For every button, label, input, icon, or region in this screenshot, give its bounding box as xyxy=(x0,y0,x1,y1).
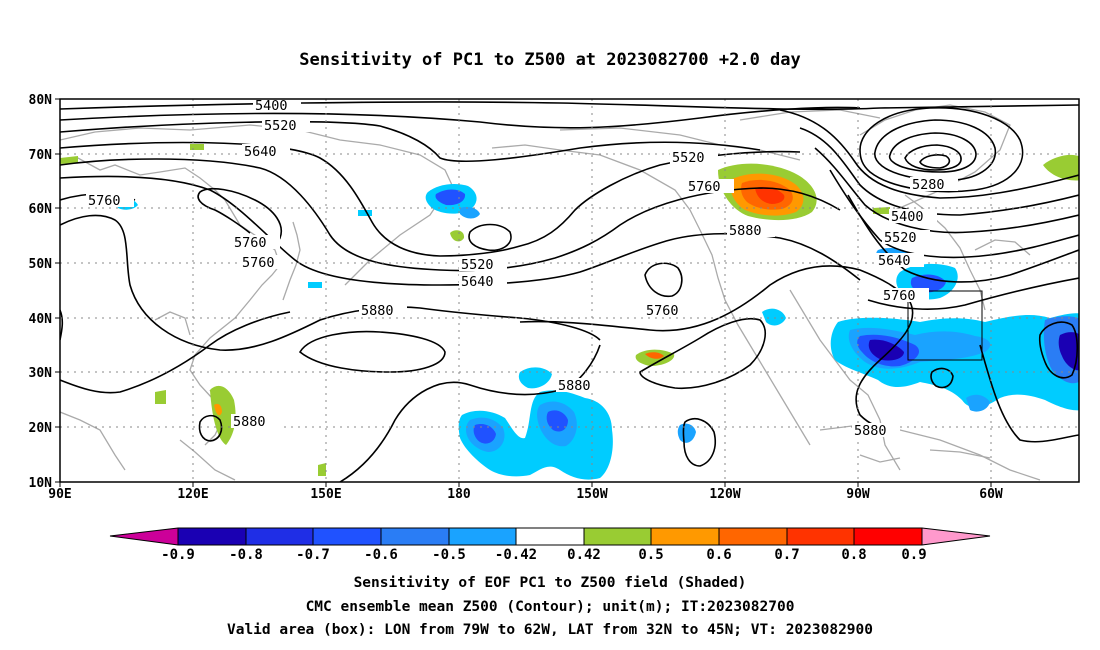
shade-negative-trop-north xyxy=(518,367,552,389)
colorbar-label: -0.7 xyxy=(296,547,330,563)
contour-label: 5880 xyxy=(233,414,266,430)
contour-label: 5640 xyxy=(878,253,911,269)
contour-label: 5760 xyxy=(234,235,267,251)
contour-label: 5640 xyxy=(244,144,277,160)
colorbar-seg xyxy=(922,528,990,545)
shade-positive-taiwan xyxy=(210,385,236,445)
shade-negative-spot xyxy=(677,423,696,443)
colorbar-label: 0.6 xyxy=(706,547,731,563)
contour-label: 5760 xyxy=(646,303,679,319)
shade-positive-west xyxy=(60,156,78,164)
contour-labels: 5400 5520 5640 5760 5760 5760 5880 5880 … xyxy=(86,98,958,439)
colorbar-seg xyxy=(110,528,178,545)
shade-positive-spot4 xyxy=(155,390,166,404)
colorbar-seg xyxy=(584,528,651,545)
contour-label: 5520 xyxy=(461,257,494,273)
lat-label: 30N xyxy=(29,366,53,381)
shade-negative-tropical-2core xyxy=(546,410,568,432)
contour-label: 5400 xyxy=(255,98,288,114)
graticule xyxy=(60,99,1079,482)
lon-label: 90E xyxy=(48,487,71,502)
lon-label: 120E xyxy=(177,487,208,502)
colorbar-label: 0.9 xyxy=(901,547,926,563)
valid-area-box xyxy=(907,290,983,361)
lat-label: 10N xyxy=(29,476,53,491)
caption-shaded: Sensitivity of EOF PC1 to Z500 field (Sh… xyxy=(353,575,747,591)
shade-negative-bering2 xyxy=(460,206,480,219)
colorbar-seg xyxy=(178,528,246,545)
contour-label: 5880 xyxy=(558,378,591,394)
colorbar-seg xyxy=(854,528,922,545)
lon-label: 180 xyxy=(447,487,471,502)
shade-positive-spot2 xyxy=(450,230,465,242)
axis-ticks xyxy=(55,98,992,487)
lat-label: 40N xyxy=(29,312,53,327)
shade-negative-tropical xyxy=(458,390,613,480)
shade-positive-spot3 xyxy=(873,207,890,214)
lon-label: 150E xyxy=(310,487,341,502)
shade-negative-07 xyxy=(868,339,904,361)
map-frame xyxy=(59,98,1080,483)
colorbar-label: 0.5 xyxy=(638,547,663,563)
shade-positive-spot5 xyxy=(318,463,326,476)
colorbar-label: -0.8 xyxy=(229,547,263,563)
contour-label: 5760 xyxy=(688,179,721,195)
colorbar-label: 0.8 xyxy=(841,547,866,563)
lat-label: 20N xyxy=(29,421,53,436)
lat-label: 70N xyxy=(29,148,53,163)
contour-label: 5880 xyxy=(729,223,762,239)
colorbar-label: -0.42 xyxy=(495,547,537,563)
contour-label: 5520 xyxy=(264,118,297,134)
sensitivity-shading xyxy=(60,144,1079,480)
map-title: Sensitivity of PC1 to Z500 at 2023082700… xyxy=(299,50,801,70)
shade-positive-08 xyxy=(755,186,785,204)
contour-label: 5880 xyxy=(361,303,394,319)
caption-valid-area: Valid area (box): LON from 79W to 62W, L… xyxy=(226,622,873,638)
shade-positive-ne xyxy=(1043,154,1079,181)
lat-label: 60N xyxy=(29,202,53,217)
contour-label: 5280 xyxy=(912,177,945,193)
shade-negative-spot2 xyxy=(966,394,990,412)
contour-label: 5520 xyxy=(672,150,705,166)
colorbar-seg xyxy=(516,528,584,545)
shade-positive-spot xyxy=(190,144,204,150)
contour-label: 5760 xyxy=(883,288,916,304)
contour-label: 5760 xyxy=(242,255,275,271)
colorbar-seg xyxy=(381,528,449,545)
caption-contour: CMC ensemble mean Z500 (Contour); unit(m… xyxy=(305,599,795,615)
colorbar-seg xyxy=(313,528,381,545)
colorbar-label: -0.9 xyxy=(161,547,195,563)
colorbar-label: -0.6 xyxy=(364,547,398,563)
shade-negative-bering-core xyxy=(435,189,466,206)
lon-label: 150W xyxy=(576,487,607,502)
shade-positive-pacific-core xyxy=(645,352,664,359)
colorbar-seg xyxy=(651,528,719,545)
shade-negative-spot6 xyxy=(762,308,786,326)
shade-negative-tropical-06 xyxy=(473,424,496,444)
colorbar: -0.9 -0.8 -0.7 -0.6 -0.5 -0.42 0.42 0.5 … xyxy=(109,527,991,563)
lon-label: 120W xyxy=(709,487,740,502)
contour-label: 5880 xyxy=(854,423,887,439)
contour-label: 5640 xyxy=(461,274,494,290)
colorbar-seg xyxy=(787,528,854,545)
colorbar-label: 0.42 xyxy=(567,547,601,563)
shade-negative-spot5 xyxy=(308,282,322,288)
colorbar-seg xyxy=(449,528,516,545)
contour-label: 5520 xyxy=(884,230,917,246)
lat-label: 50N xyxy=(29,257,53,272)
contour-label: 5400 xyxy=(891,209,924,225)
shade-negative-ne-core xyxy=(1058,332,1079,371)
colorbar-seg xyxy=(246,528,313,545)
shade-positive-taiwan-core xyxy=(214,403,222,416)
lon-label: 60W xyxy=(979,487,1003,502)
longitude-labels: 90E 120E 150E 180 150W 120W 90W 60W xyxy=(48,487,1003,502)
contour-label: 5760 xyxy=(88,193,121,209)
colorbar-label: 0.7 xyxy=(774,547,799,563)
lat-label: 80N xyxy=(29,93,53,108)
colorbar-label: -0.5 xyxy=(432,547,466,563)
latitude-labels: 80N 70N 60N 50N 40N 30N 20N 10N xyxy=(29,93,53,491)
colorbar-seg xyxy=(719,528,787,545)
lon-label: 90W xyxy=(846,487,870,502)
